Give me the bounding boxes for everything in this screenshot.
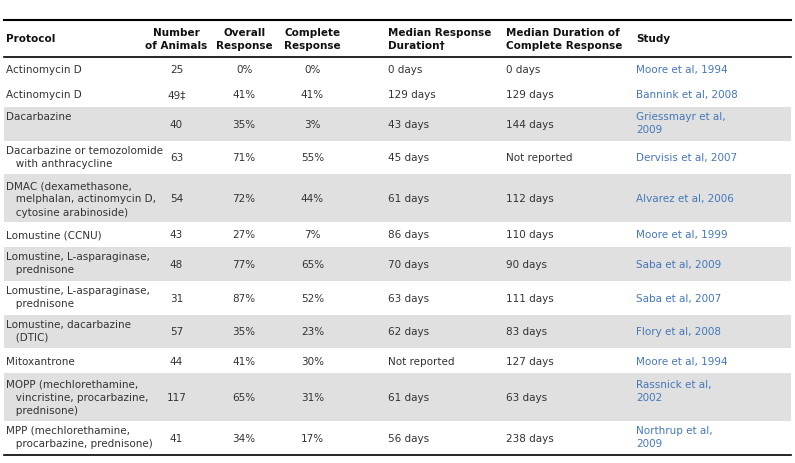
Text: Saba et al, 2007: Saba et al, 2007 (636, 293, 721, 303)
Text: 238 days: 238 days (506, 433, 553, 443)
Text: 65%: 65% (301, 259, 324, 269)
Text: Moore et al, 1999: Moore et al, 1999 (636, 230, 727, 240)
Text: Study: Study (636, 34, 670, 44)
Text: Complete
Response: Complete Response (284, 28, 341, 50)
Text: Lomustine, L-asparaginase,
   prednisone: Lomustine, L-asparaginase, prednisone (6, 285, 150, 308)
Text: Lomustine, dacarbazine
   (DTIC): Lomustine, dacarbazine (DTIC) (6, 319, 131, 342)
Text: 3%: 3% (304, 119, 320, 129)
Text: Number
of Animals: Number of Animals (145, 28, 207, 50)
Text: Not reported: Not reported (388, 356, 455, 366)
Text: 63 days: 63 days (388, 293, 429, 303)
Text: 54: 54 (170, 194, 183, 204)
Text: 71%: 71% (232, 153, 256, 163)
Text: 41%: 41% (232, 356, 256, 366)
Text: 144 days: 144 days (506, 119, 553, 129)
Text: Moore et al, 1994: Moore et al, 1994 (636, 356, 727, 366)
Text: 61 days: 61 days (388, 392, 429, 402)
Text: 112 days: 112 days (506, 194, 553, 204)
Text: Lomustine (CCNU): Lomustine (CCNU) (6, 230, 102, 240)
Text: 40: 40 (170, 119, 183, 129)
Text: Flory et al, 2008: Flory et al, 2008 (636, 327, 721, 337)
Bar (4, 247, 791, 281)
Text: 27%: 27% (232, 230, 256, 240)
Text: 49‡: 49‡ (167, 90, 186, 100)
Text: 45 days: 45 days (388, 153, 429, 163)
Text: Median Response
Duration†: Median Response Duration† (388, 28, 491, 50)
Text: 34%: 34% (232, 433, 256, 443)
Bar (4, 175, 791, 222)
Text: 25: 25 (170, 65, 183, 75)
Text: Protocol: Protocol (6, 34, 56, 44)
Text: Griessmayr et al,
2009: Griessmayr et al, 2009 (636, 112, 726, 135)
Text: 77%: 77% (232, 259, 256, 269)
Text: 110 days: 110 days (506, 230, 553, 240)
Text: DMAC (dexamethasone,
   melphalan, actinomycin D,
   cytosine arabinoside): DMAC (dexamethasone, melphalan, actinomy… (6, 181, 157, 217)
Text: 41: 41 (170, 433, 183, 443)
Text: Alvarez et al, 2006: Alvarez et al, 2006 (636, 194, 734, 204)
Text: Median Duration of
Complete Response: Median Duration of Complete Response (506, 28, 622, 50)
Text: 7%: 7% (304, 230, 320, 240)
Text: 17%: 17% (301, 433, 324, 443)
Text: Rassnick et al,
2002: Rassnick et al, 2002 (636, 379, 712, 402)
Text: 63 days: 63 days (506, 392, 547, 402)
Text: 31: 31 (170, 293, 183, 303)
Text: 23%: 23% (301, 327, 324, 337)
Text: 111 days: 111 days (506, 293, 553, 303)
Text: 43 days: 43 days (388, 119, 429, 129)
Text: Actinomycin D: Actinomycin D (6, 90, 82, 100)
Text: 55%: 55% (301, 153, 324, 163)
Text: 0 days: 0 days (506, 65, 540, 75)
Text: Mitoxantrone: Mitoxantrone (6, 356, 75, 366)
Bar (4, 315, 791, 349)
Text: 129 days: 129 days (506, 90, 553, 100)
Text: Dacarbazine: Dacarbazine (6, 112, 72, 121)
Text: 62 days: 62 days (388, 327, 429, 337)
Text: 70 days: 70 days (388, 259, 429, 269)
Text: 63: 63 (170, 153, 183, 163)
Text: 52%: 52% (301, 293, 324, 303)
Text: 83 days: 83 days (506, 327, 547, 337)
Text: 90 days: 90 days (506, 259, 547, 269)
Text: 65%: 65% (232, 392, 256, 402)
Text: Lomustine, L-asparaginase,
   prednisone: Lomustine, L-asparaginase, prednisone (6, 251, 150, 275)
Text: 72%: 72% (232, 194, 256, 204)
Text: 44: 44 (170, 356, 183, 366)
Text: 41%: 41% (232, 90, 256, 100)
Text: 56 days: 56 days (388, 433, 429, 443)
Text: 61 days: 61 days (388, 194, 429, 204)
Text: 129 days: 129 days (388, 90, 436, 100)
Text: 35%: 35% (232, 119, 256, 129)
Text: 117: 117 (167, 392, 186, 402)
Text: 127 days: 127 days (506, 356, 553, 366)
Text: Overall
Response: Overall Response (215, 28, 273, 50)
Text: 0 days: 0 days (388, 65, 422, 75)
Bar (4, 374, 791, 421)
Text: MPP (mechlorethamine,
   procarbazine, prednisone): MPP (mechlorethamine, procarbazine, pred… (6, 425, 153, 448)
Text: 44%: 44% (301, 194, 324, 204)
Text: Northrup et al,
2009: Northrup et al, 2009 (636, 425, 712, 448)
Text: 0%: 0% (304, 65, 320, 75)
Bar (4, 107, 791, 141)
Text: Saba et al, 2009: Saba et al, 2009 (636, 259, 721, 269)
Text: 57: 57 (170, 327, 183, 337)
Text: 43: 43 (170, 230, 183, 240)
Text: 87%: 87% (232, 293, 256, 303)
Text: Actinomycin D: Actinomycin D (6, 65, 82, 75)
Text: 31%: 31% (301, 392, 324, 402)
Text: Moore et al, 1994: Moore et al, 1994 (636, 65, 727, 75)
Text: 86 days: 86 days (388, 230, 429, 240)
Text: 41%: 41% (301, 90, 324, 100)
Text: 0%: 0% (236, 65, 252, 75)
Text: Dervisis et al, 2007: Dervisis et al, 2007 (636, 153, 737, 163)
Text: Bannink et al, 2008: Bannink et al, 2008 (636, 90, 738, 100)
Text: Dacarbazine or temozolomide
   with anthracycline: Dacarbazine or temozolomide with anthrac… (6, 145, 163, 169)
Text: 35%: 35% (232, 327, 256, 337)
Text: MOPP (mechlorethamine,
   vincristine, procarbazine,
   prednisone): MOPP (mechlorethamine, vincristine, proc… (6, 379, 149, 415)
Text: 48: 48 (170, 259, 183, 269)
Text: 30%: 30% (301, 356, 324, 366)
Text: Not reported: Not reported (506, 153, 572, 163)
